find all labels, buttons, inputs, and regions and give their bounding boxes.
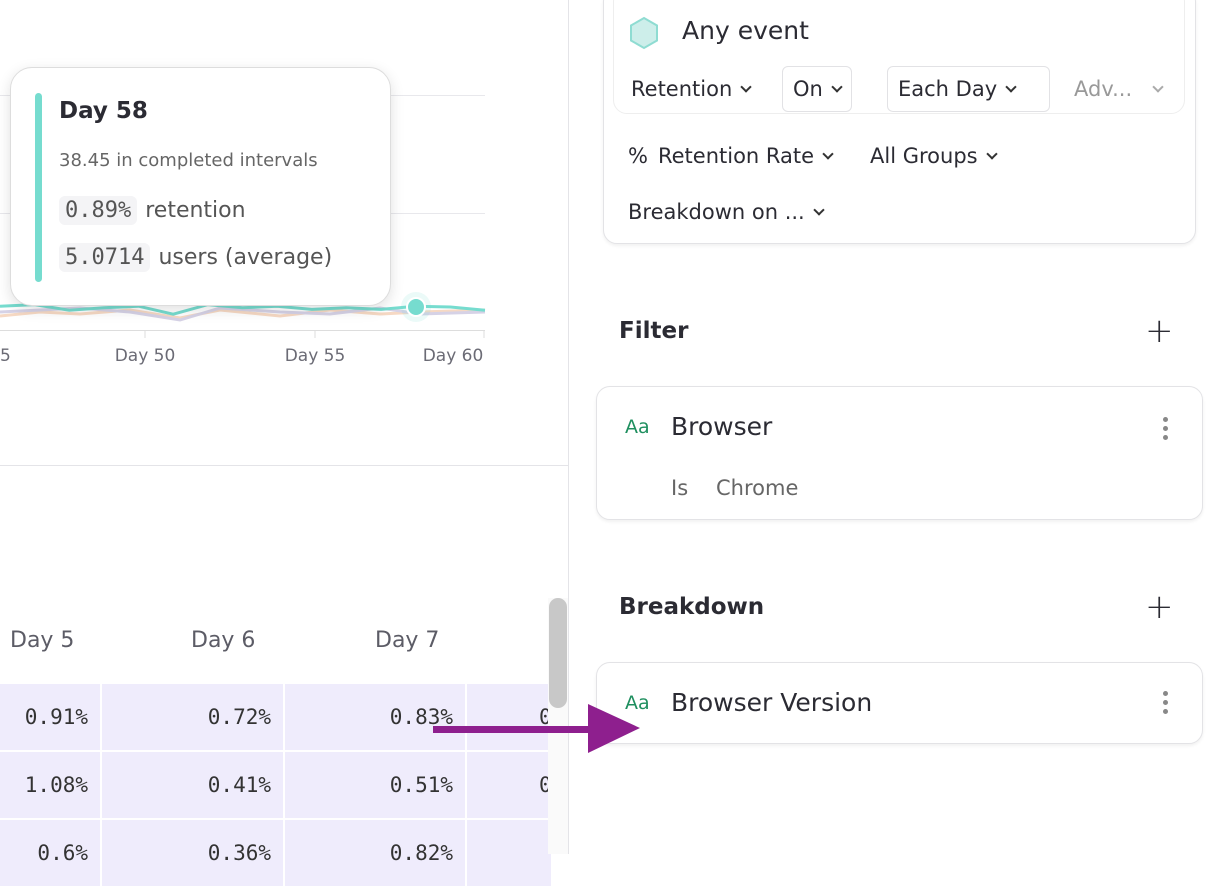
chevron-down-icon: [831, 80, 843, 93]
dropdown-label: On: [793, 77, 823, 101]
groups-dropdown[interactable]: All Groups: [870, 140, 998, 172]
chart-tooltip: Day 58 38.45 in completed intervals 0.89…: [10, 67, 391, 306]
series-line-highlighted: [0, 303, 486, 316]
tooltip-subtitle: 38.45 in completed intervals: [59, 150, 318, 171]
add-breakdown-plus-icon[interactable]: +: [1145, 587, 1174, 627]
add-filter-plus-icon[interactable]: +: [1145, 311, 1174, 351]
event-name[interactable]: Any event: [682, 16, 809, 45]
event-hexagon-icon: [630, 16, 658, 50]
chevron-down-icon: [985, 147, 998, 160]
table-cell: 1.08%: [0, 752, 100, 818]
more-options-icon[interactable]: [1163, 417, 1168, 444]
breakdown-title: Breakdown: [619, 594, 765, 620]
x-tick-label: Day 60: [422, 346, 484, 366]
more-options-icon[interactable]: [1163, 691, 1168, 718]
chart-lines: [0, 292, 486, 338]
advanced-dropdown[interactable]: Adv...: [1074, 66, 1164, 112]
tooltip-users-label: users (average): [158, 245, 333, 270]
table-header: Day 6: [191, 628, 256, 653]
filter-property[interactable]: Browser: [671, 412, 773, 441]
table-cell: 0.83%: [285, 684, 465, 750]
interval-dropdown[interactable]: Each Day: [887, 66, 1050, 112]
table-cell: 0.82%: [285, 820, 465, 886]
table-cell: [467, 820, 551, 886]
series-line-faint-orange: [0, 308, 486, 320]
table-header: Day 5: [10, 628, 75, 653]
dropdown-label: Retention: [631, 77, 733, 101]
percent-icon: %: [628, 144, 648, 168]
chevron-down-icon: [1005, 80, 1017, 93]
chevron-down-icon: [740, 80, 752, 93]
text-type-icon: Aa: [625, 416, 650, 438]
panel-divider: [568, 0, 569, 854]
filter-card[interactable]: Aa Browser Is Chrome: [596, 386, 1203, 520]
tooltip-retention-value: 0.89%: [59, 196, 138, 225]
scrollbar-thumb[interactable]: [549, 598, 567, 708]
chevron-down-icon: [1152, 80, 1164, 93]
text-type-icon: Aa: [625, 692, 650, 714]
dropdown-label: All Groups: [870, 144, 978, 168]
table-cell: 0.41%: [102, 752, 283, 818]
table-cell: 0.72%: [102, 684, 283, 750]
dropdown-label: Breakdown on ...: [628, 200, 805, 224]
table-cell: 0.91%: [0, 684, 100, 750]
event-card: [613, 0, 1185, 114]
breakdown-card[interactable]: Aa Browser Version: [596, 662, 1203, 744]
chart-x-axis: [0, 330, 485, 331]
table-cell: 0.51%: [285, 752, 465, 818]
dropdown-label: Retention Rate: [657, 144, 815, 168]
table-header: Day 7: [375, 628, 440, 653]
x-tick-label: Day 50: [114, 346, 176, 366]
tooltip-users-value: 5.0714: [59, 243, 151, 272]
filter-value[interactable]: Chrome: [716, 476, 799, 500]
table-cell: 0: [467, 752, 551, 818]
table-cell: 0.6%: [0, 820, 100, 886]
breakdown-on-dropdown[interactable]: Breakdown on ...: [628, 196, 825, 228]
chevron-down-icon: [813, 203, 825, 216]
dropdown-label: Each Day: [898, 77, 998, 101]
x-tick-label: Day 55: [284, 346, 346, 366]
annotation-arrow-icon: [433, 704, 640, 753]
tooltip-title: Day 58: [59, 98, 148, 124]
highlighted-point: [406, 297, 426, 317]
breakdown-property[interactable]: Browser Version: [671, 688, 873, 717]
dropdown-label: Adv...: [1074, 77, 1133, 101]
retention-type-dropdown[interactable]: Retention: [631, 66, 752, 112]
measure-dropdown[interactable]: % Retention Rate: [628, 140, 834, 172]
chevron-down-icon: [822, 147, 834, 160]
x-tick-label: 5: [0, 346, 11, 366]
tooltip-color-bar: [35, 93, 42, 282]
tooltip-retention-label: retention: [145, 198, 246, 223]
filter-title: Filter: [619, 318, 689, 344]
on-dropdown[interactable]: On: [782, 66, 852, 112]
section-divider: [0, 465, 568, 466]
filter-operator[interactable]: Is: [671, 476, 689, 500]
table-cell: 0: [467, 684, 551, 750]
table-cell: 0.36%: [102, 820, 283, 886]
